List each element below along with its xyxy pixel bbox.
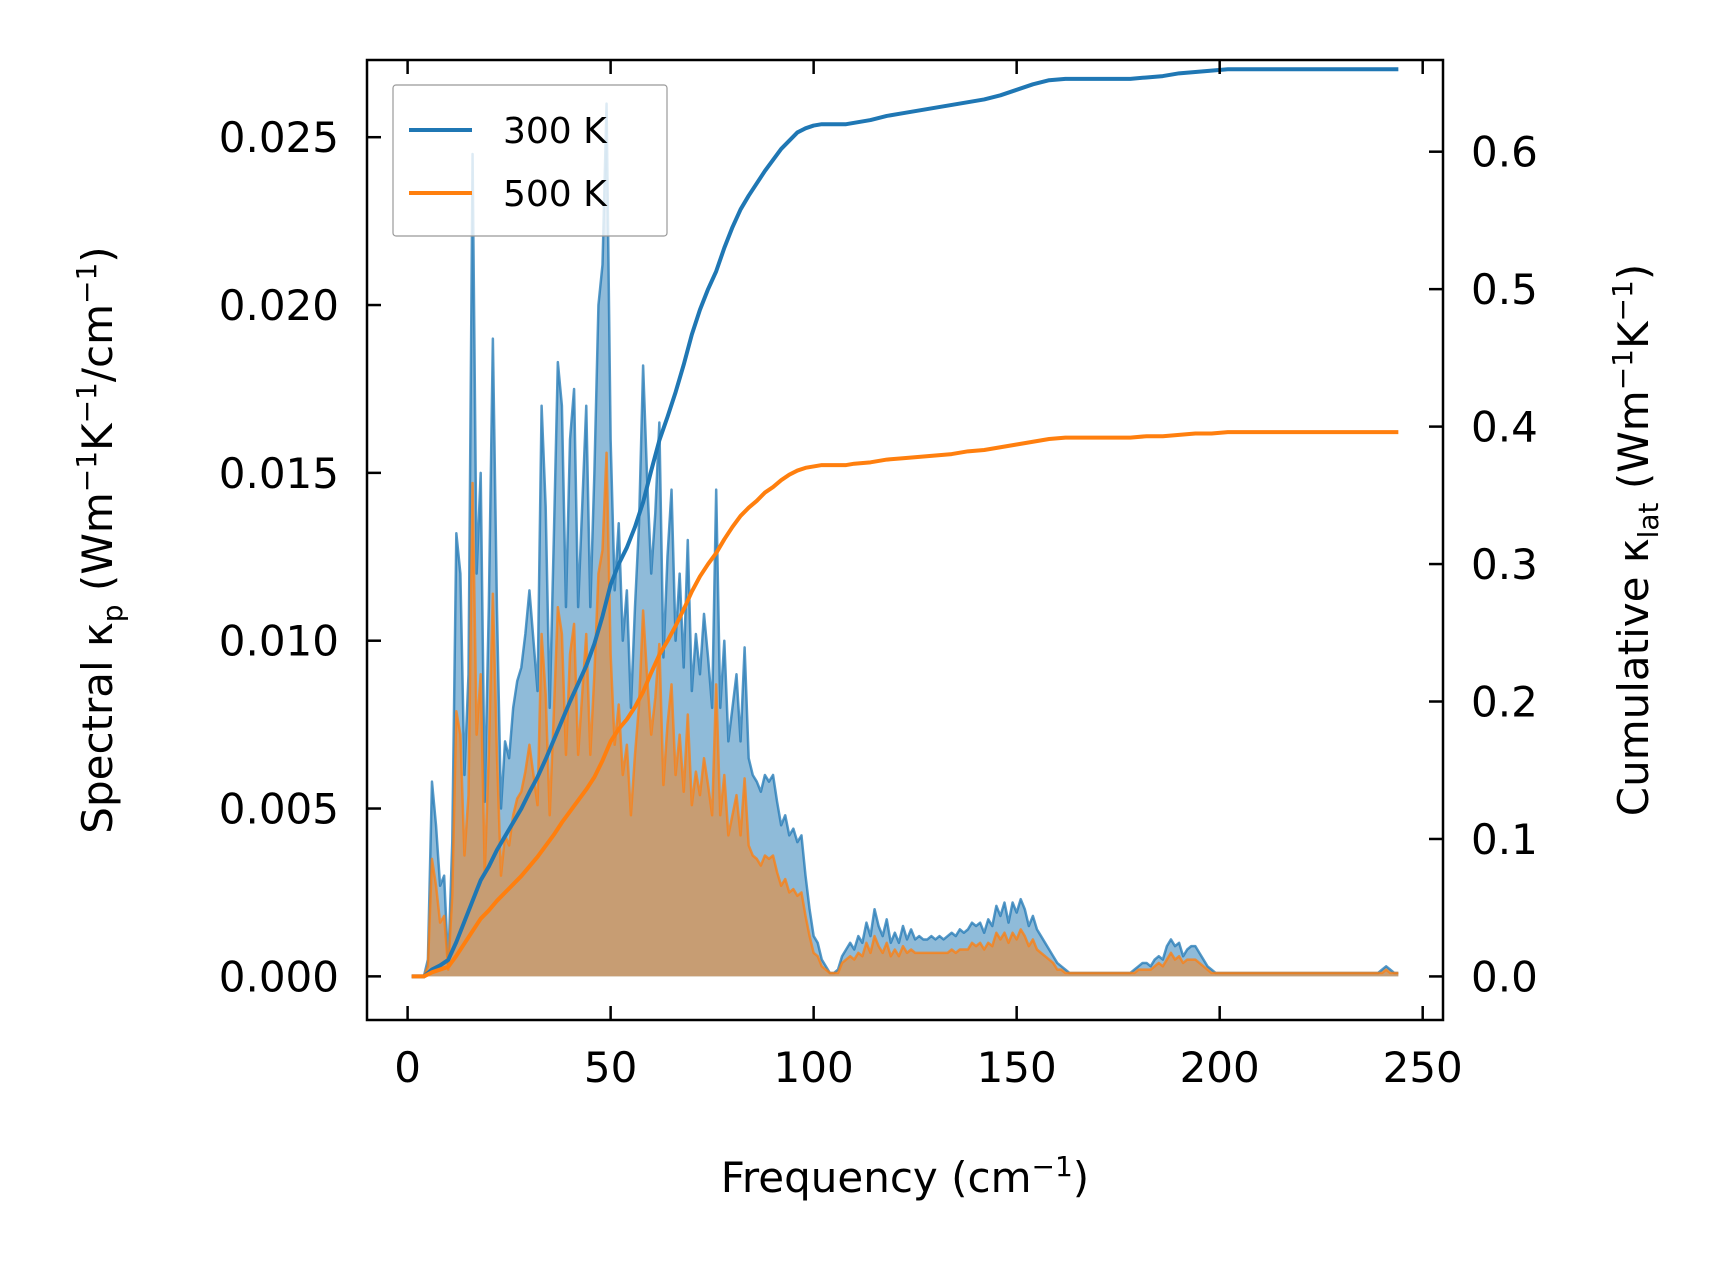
cumulative-line-layer <box>411 67 1399 979</box>
plot-frame <box>365 58 1445 1022</box>
x-tick-label-200: 200 <box>1180 1043 1260 1092</box>
cumulative-line-300k <box>411 67 1399 979</box>
y-left-tick-label-4: 0.020 <box>219 281 339 330</box>
y-axis-right-label-part-3: −1 <box>1606 349 1639 390</box>
x-tick-label-0: 0 <box>394 1043 421 1092</box>
x-axis-label-tail: ) <box>1073 1153 1089 1202</box>
x-axis-label: Frequency (cm−1) <box>721 1150 1089 1202</box>
legend-label-500k: 500 K <box>503 174 608 215</box>
y-axis-left-label-part-8: ) <box>73 246 122 262</box>
y-right-tick-label-5: 0.5 <box>1471 265 1538 314</box>
spectral-area-500k <box>411 452 1399 977</box>
tick-layer: 0 50 100 150 200 250 0.000 0.005 0.010 0.015 0.020… <box>219 60 1538 1092</box>
y-axis-right-label-part-1: lat <box>1632 502 1665 538</box>
legend: 300 K 500 K <box>392 84 668 237</box>
y-axis-left-label-part-0: Spectral κ <box>73 622 122 834</box>
y-axis-left-label-part-1: p <box>96 604 129 622</box>
x-axis-label-sup: −1 <box>1032 1150 1073 1183</box>
y-left-tick-label-5: 0.025 <box>219 113 339 162</box>
legend-label-300k: 300 K <box>503 111 608 152</box>
y-right-tick-label-2: 0.2 <box>1471 678 1538 727</box>
x-tick-label-50: 50 <box>584 1043 637 1092</box>
x-axis-label-base: Frequency (cm <box>721 1153 1032 1202</box>
x-tick-label-150: 150 <box>977 1043 1057 1092</box>
y-axis-left-label-part-7: −1 <box>70 263 103 304</box>
y-axis-right-label-part-6: ) <box>1609 264 1658 280</box>
cumulative-line-500k <box>411 430 1399 979</box>
y-axis-right-label-part-5: −1 <box>1606 280 1639 321</box>
y-right-tick-label-4: 0.4 <box>1471 403 1538 452</box>
y-axis-left-label-part-3: −1 <box>70 451 103 492</box>
y-left-tick-label-0: 0.000 <box>219 952 339 1001</box>
x-tick-label-250: 250 <box>1383 1043 1463 1092</box>
y-axis-right-label: Cumulative κlat (Wm−1K−1) <box>1606 264 1665 816</box>
y-right-tick-label-3: 0.3 <box>1471 540 1538 589</box>
legend-box <box>392 84 668 237</box>
y-axis-left-label: Spectral κp (Wm−1K−1/cm−1) <box>70 246 129 833</box>
y-axis-left-label-part-6: /cm <box>73 304 122 382</box>
y-right-tick-label-1: 0.1 <box>1471 815 1538 864</box>
y-axis-left-label-part-2: (Wm <box>73 492 122 604</box>
y-left-tick-label-1: 0.005 <box>219 785 339 834</box>
y-left-tick-label-2: 0.010 <box>219 617 339 666</box>
y-axis-left-label-part-4: K <box>73 422 122 451</box>
x-tick-label-100: 100 <box>774 1043 854 1092</box>
y-axis-right-label-part-0: Cumulative κ <box>1609 538 1658 816</box>
y-right-tick-label-6: 0.6 <box>1471 128 1538 177</box>
y-left-tick-label-3: 0.015 <box>219 449 339 498</box>
y-axis-right-label-part-4: K <box>1609 320 1658 349</box>
y-axis-left-label-part-5: −1 <box>70 382 103 423</box>
y-right-tick-label-0: 0.0 <box>1471 952 1538 1001</box>
y-axis-right-label-part-2: (Wm <box>1609 390 1658 502</box>
